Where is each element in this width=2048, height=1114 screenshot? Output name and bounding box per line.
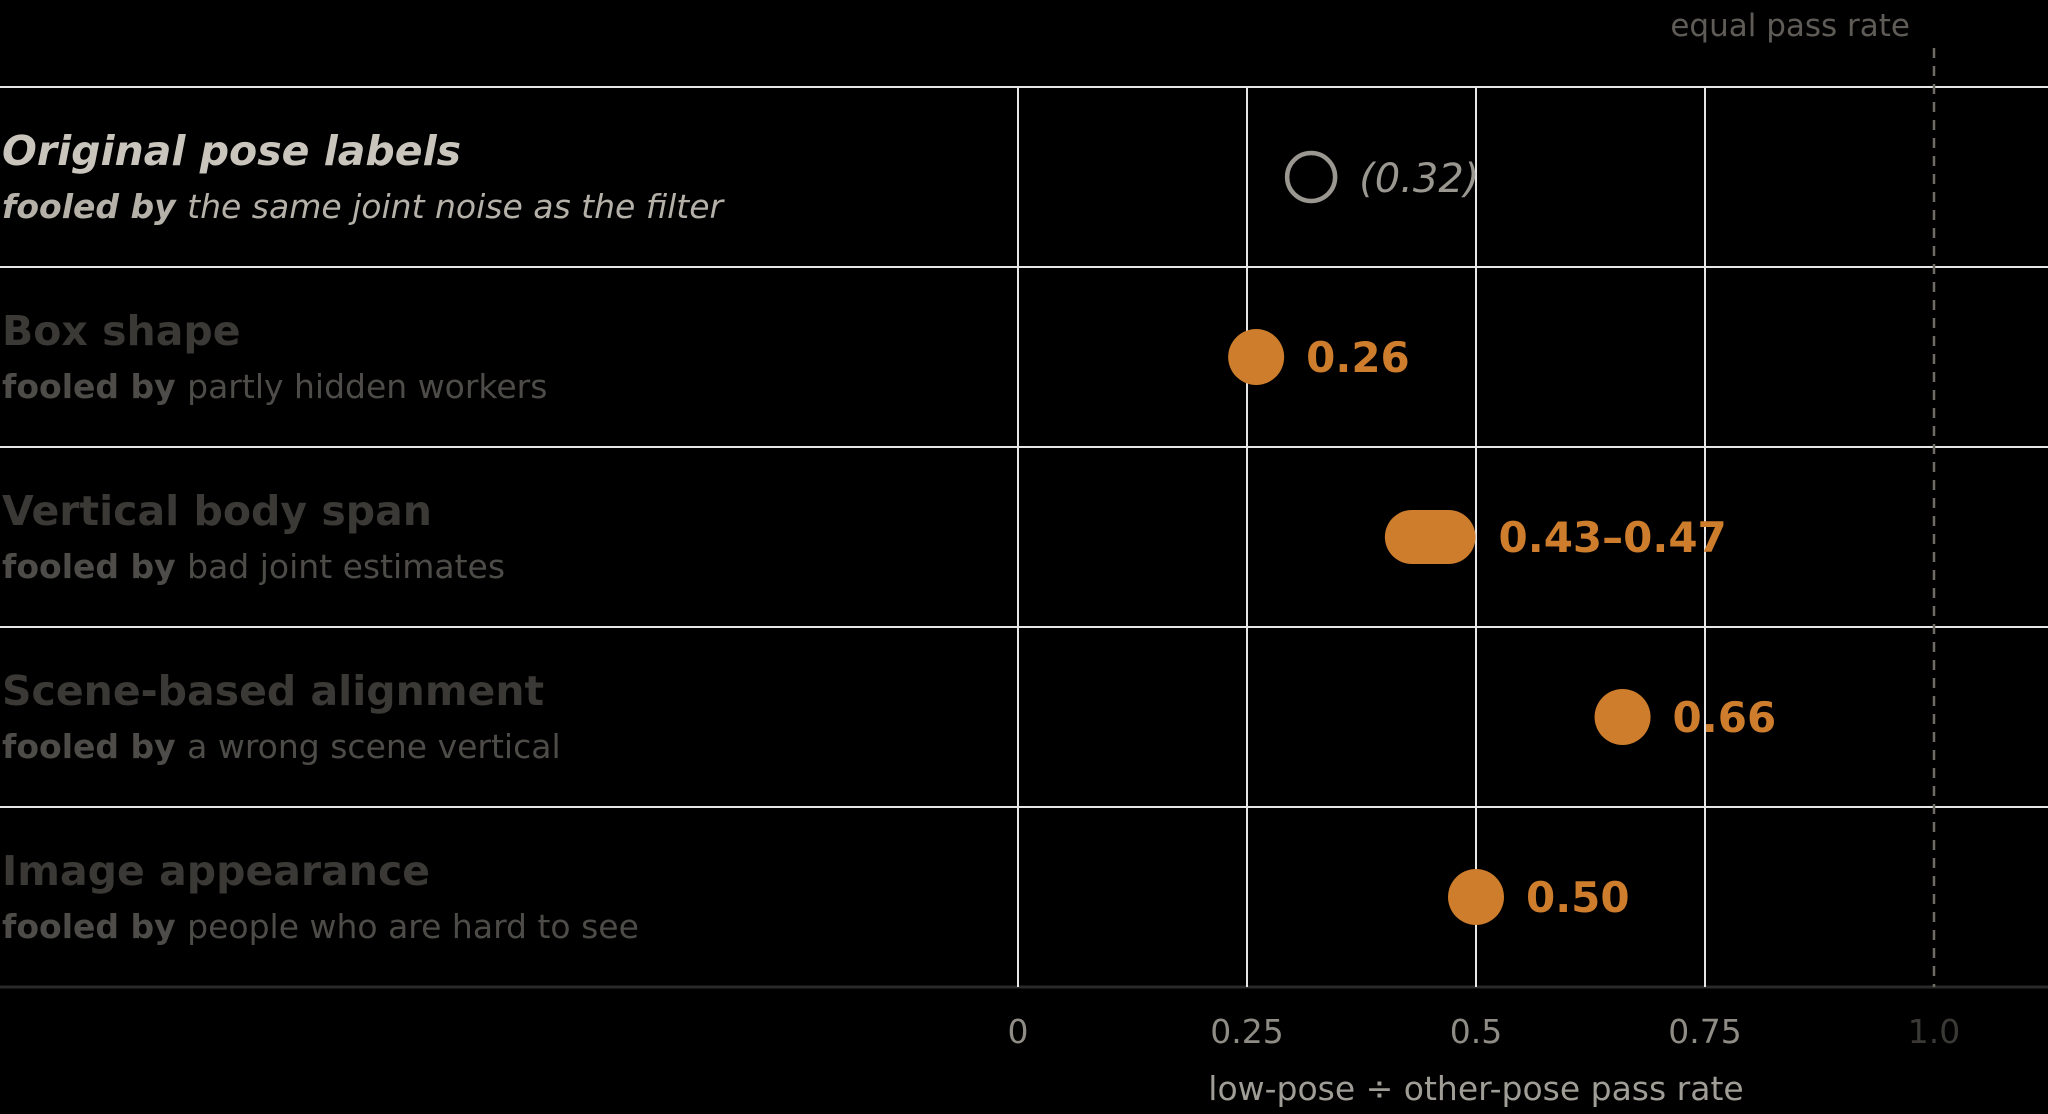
row-subtitle: fooled by partly hidden workers bbox=[2, 367, 547, 406]
row-labels: Original pose labels fooled by the same j… bbox=[2, 127, 726, 946]
row-subtitle: fooled by bad joint estimates bbox=[2, 547, 505, 586]
x-tick-label: 0.75 bbox=[1668, 1012, 1741, 1051]
data-label: 0.26 bbox=[1306, 333, 1410, 382]
fooled-by-prefix: fooled by bbox=[2, 187, 187, 226]
row-title: Image appearance bbox=[2, 847, 430, 895]
data-point bbox=[1284, 150, 1338, 204]
data-label: (0.32) bbox=[1359, 156, 1479, 202]
row-title: Box shape bbox=[2, 307, 241, 355]
fooled-by-text: partly hidden workers bbox=[187, 367, 547, 406]
reference-label: equal pass rate bbox=[1670, 8, 1910, 44]
data-point bbox=[1594, 689, 1651, 745]
fooled-by-text: bad joint estimates bbox=[187, 547, 505, 586]
fooled-by-text: the same joint noise as the filter bbox=[187, 187, 725, 226]
row-subtitle: fooled by the same joint noise as the fi… bbox=[2, 187, 726, 226]
x-tick-label: 1.0 bbox=[1908, 1012, 1960, 1051]
row-title: Vertical body span bbox=[2, 487, 432, 535]
x-axis: low-pose ÷ other-pose pass rate 0 0.25 0.5… bbox=[1008, 1012, 1961, 1108]
data-marks: (0.32) 0.26 0.43–0.47 0.66 0.50 bbox=[1228, 150, 1777, 925]
x-axis-title: low-pose ÷ other-pose pass rate bbox=[1208, 1069, 1743, 1108]
data-point bbox=[1448, 869, 1504, 925]
row-title: Scene-based alignment bbox=[2, 667, 544, 715]
x-tick-label: 0.25 bbox=[1210, 1012, 1283, 1051]
fooled-by-prefix: fooled by bbox=[2, 367, 187, 406]
x-tick-label: 0.5 bbox=[1450, 1012, 1502, 1051]
fooled-by-prefix: fooled by bbox=[2, 547, 187, 586]
data-label: 0.43–0.47 bbox=[1499, 513, 1727, 562]
row-subtitle: fooled by people who are hard to see bbox=[2, 907, 639, 946]
reference-line-group: equal pass rate bbox=[1670, 8, 1936, 987]
data-label: 0.66 bbox=[1673, 693, 1777, 742]
fooled-by-text: people who are hard to see bbox=[187, 907, 639, 946]
data-point bbox=[1228, 329, 1285, 385]
fooled-by-prefix: fooled by bbox=[2, 727, 187, 766]
gridlines bbox=[0, 86, 2048, 989]
x-tick-label: 0 bbox=[1008, 1012, 1029, 1051]
fooled-by-prefix: fooled by bbox=[2, 907, 187, 946]
data-label: 0.50 bbox=[1526, 873, 1630, 922]
row-subtitle: fooled by a wrong scene vertical bbox=[2, 727, 561, 766]
fooled-by-text: a wrong scene vertical bbox=[187, 727, 560, 766]
row-title: Original pose labels bbox=[2, 127, 461, 175]
